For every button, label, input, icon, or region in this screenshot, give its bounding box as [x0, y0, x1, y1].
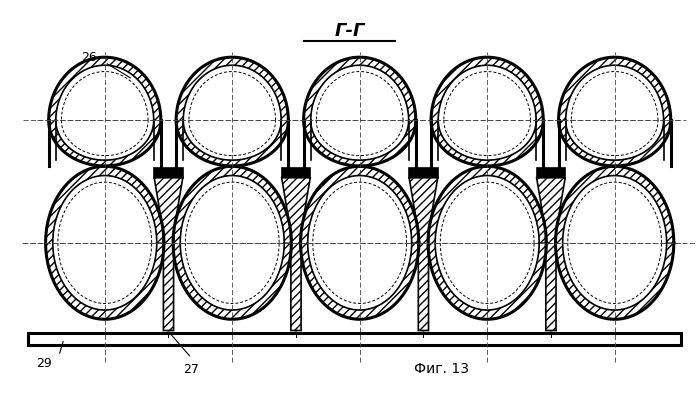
Bar: [282, 168, 310, 178]
Polygon shape: [409, 178, 438, 330]
Polygon shape: [176, 58, 288, 121]
Bar: [537, 168, 565, 178]
Polygon shape: [282, 178, 310, 330]
Polygon shape: [303, 58, 416, 121]
Polygon shape: [537, 178, 565, 330]
Bar: [28, 333, 681, 345]
Polygon shape: [559, 121, 671, 166]
Bar: [154, 168, 182, 178]
Polygon shape: [45, 167, 164, 320]
Circle shape: [294, 332, 298, 337]
Polygon shape: [431, 58, 543, 121]
Circle shape: [548, 332, 554, 337]
Polygon shape: [176, 121, 288, 166]
Polygon shape: [559, 58, 671, 121]
Text: Г-Г: Г-Г: [334, 22, 365, 40]
Text: Фиг. 13: Фиг. 13: [414, 362, 469, 375]
Bar: [409, 168, 438, 178]
Polygon shape: [428, 167, 547, 320]
Text: 29: 29: [36, 356, 52, 369]
Polygon shape: [173, 167, 291, 320]
Circle shape: [166, 332, 171, 337]
Polygon shape: [303, 121, 416, 166]
Text: 26: 26: [82, 51, 97, 64]
Polygon shape: [49, 58, 161, 121]
Text: 27: 27: [184, 362, 199, 375]
Circle shape: [421, 332, 426, 337]
Polygon shape: [49, 121, 161, 166]
Polygon shape: [556, 167, 674, 320]
Polygon shape: [301, 167, 419, 320]
Polygon shape: [431, 121, 543, 166]
Polygon shape: [154, 178, 182, 330]
